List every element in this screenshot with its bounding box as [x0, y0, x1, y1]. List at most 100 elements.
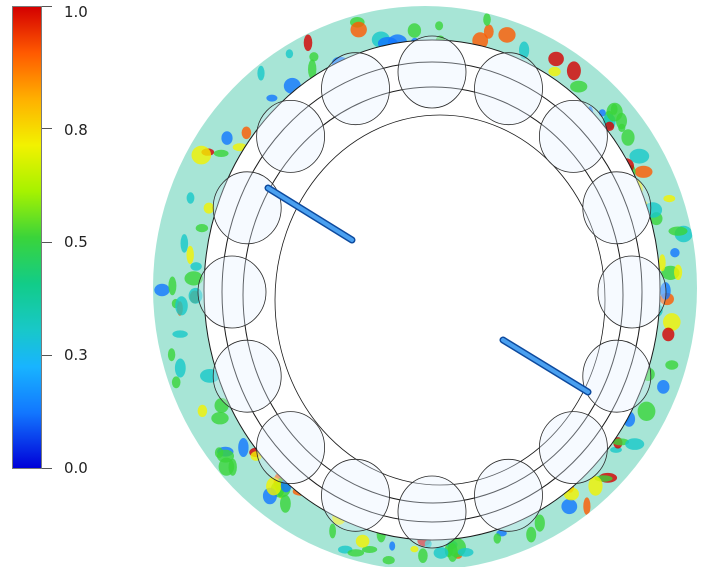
heat-spot	[203, 202, 215, 214]
heat-spot	[266, 477, 282, 496]
probe-lower	[499, 336, 592, 396]
heat-spot	[563, 487, 580, 501]
heat-spot	[283, 77, 301, 94]
inner-race-edge	[274, 114, 606, 486]
heat-spot	[658, 254, 666, 272]
tick-mark-1-0	[42, 6, 52, 7]
heat-spot	[625, 438, 645, 450]
heat-spot	[200, 369, 220, 383]
rolling-element	[212, 339, 282, 413]
heat-spot	[347, 549, 365, 557]
heat-spot	[190, 262, 202, 271]
heat-spot	[615, 414, 623, 431]
color-scale-legend: 1.0 0.8 0.5 0.3 0.0	[0, 0, 90, 500]
tick-label-0-8: 0.8	[64, 121, 88, 139]
heat-spot	[637, 401, 656, 421]
heat-spot	[435, 21, 444, 31]
heat-spot	[629, 148, 650, 164]
tick-label-0-3: 0.3	[64, 346, 88, 364]
heat-spot	[228, 458, 237, 476]
rolling-element	[474, 458, 543, 532]
heat-spot	[197, 404, 208, 417]
heat-spot	[433, 547, 449, 559]
heat-spot	[174, 358, 186, 378]
heat-spot	[483, 13, 491, 26]
heat-spot	[350, 21, 367, 38]
heat-spot	[583, 497, 591, 515]
heat-spot	[389, 541, 396, 551]
probe-upper	[264, 184, 356, 244]
heat-spot	[195, 224, 209, 233]
heat-spot	[410, 545, 419, 553]
heat-spot	[668, 226, 688, 236]
heat-spot	[257, 65, 265, 81]
heat-spot	[604, 121, 615, 131]
heat-spot	[154, 283, 170, 297]
heat-spot	[526, 526, 537, 543]
heat-spot	[250, 451, 262, 461]
cage-inner-edge	[242, 86, 624, 504]
heat-spot	[171, 376, 181, 389]
heat-spot	[309, 52, 319, 62]
heat-spot	[663, 313, 681, 331]
heat-spot	[285, 49, 294, 59]
tick-mark-0-8	[42, 128, 52, 129]
heat-spot	[660, 282, 671, 300]
heat-spot	[606, 102, 623, 122]
rolling-element	[256, 411, 326, 485]
heat-spot	[663, 195, 676, 203]
color-gradient-bar	[12, 6, 42, 469]
heat-spot	[612, 438, 630, 446]
tick-label-0-5: 0.5	[64, 233, 88, 251]
heat-spot	[548, 66, 561, 77]
heat-spot	[534, 514, 545, 532]
heat-spot	[642, 230, 655, 244]
heat-spot	[665, 360, 679, 370]
rolling-element	[582, 339, 652, 413]
heat-spot	[424, 540, 432, 548]
heat-spot	[266, 94, 278, 102]
heat-spot	[308, 59, 317, 80]
heat-spot	[329, 523, 336, 539]
heat-spot	[457, 547, 474, 557]
heat-spot	[657, 380, 670, 394]
heat-spot	[211, 412, 229, 425]
heat-spot	[670, 248, 680, 258]
heat-spot	[175, 296, 188, 316]
heat-spot	[519, 41, 530, 59]
heat-spot	[570, 80, 588, 93]
heat-spot	[621, 129, 635, 146]
tick-mark-0-0	[42, 468, 52, 469]
cage-outer-edge	[221, 61, 643, 523]
rolling-element	[539, 99, 608, 173]
rolling-element	[474, 52, 543, 126]
heat-spot	[186, 192, 195, 204]
rolling-element	[197, 255, 267, 329]
tick-mark-0-3	[42, 355, 52, 356]
heat-spot	[172, 330, 188, 338]
rolling-element	[321, 458, 390, 532]
heat-spot	[214, 447, 224, 459]
heat-spot	[355, 534, 370, 548]
rolling-elements	[197, 35, 667, 549]
rolling-element	[539, 411, 608, 485]
heat-spot	[618, 158, 634, 174]
heat-spot	[180, 234, 189, 253]
heat-spot	[280, 494, 291, 513]
heat-spot	[634, 165, 653, 178]
heat-spot	[167, 348, 176, 362]
heat-spot	[382, 556, 395, 565]
heat-spot	[588, 476, 603, 496]
heat-spot	[186, 245, 194, 265]
heat-spot	[213, 149, 229, 157]
heat-spot	[303, 34, 313, 52]
heat-spot	[662, 327, 675, 342]
heat-spot	[241, 126, 252, 140]
heat-spot	[184, 271, 203, 286]
rolling-element	[256, 99, 326, 173]
heat-spot	[221, 131, 233, 145]
heat-spot	[561, 498, 578, 515]
rolling-element	[582, 171, 652, 245]
heat-spot	[548, 51, 564, 67]
